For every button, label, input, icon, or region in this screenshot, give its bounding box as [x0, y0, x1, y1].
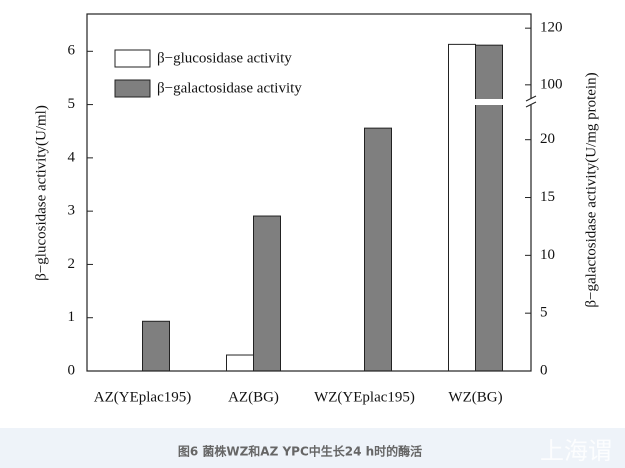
bar — [226, 354, 254, 372]
axis-break — [526, 99, 536, 105]
break-band — [474, 99, 504, 105]
bar — [364, 127, 392, 372]
y-tick-label: 3 — [68, 203, 76, 219]
y2-tick-label: 120 — [540, 20, 563, 36]
bar — [448, 43, 476, 372]
y-axis-title: β−glucosidase activity(U/ml) — [33, 105, 49, 281]
caption: 图6 菌株WZ和AZ YPC中生长24 h时的酶活 — [178, 444, 422, 459]
break-mark — [525, 95, 537, 102]
caption-band — [0, 428, 625, 468]
y-tick-label: 1 — [68, 309, 76, 325]
y2-tick-label: 20 — [540, 131, 555, 147]
bar — [142, 320, 170, 372]
plot-frame — [86, 13, 532, 372]
x-tick-label: AZ(BG) — [228, 389, 279, 405]
legend-swatch — [114, 49, 151, 68]
legend-label: β−glucosidase activity — [157, 50, 292, 66]
watermark: 上海谓 — [540, 437, 612, 465]
y-tick-label: 2 — [68, 256, 76, 272]
y2-tick-label: 15 — [540, 189, 555, 205]
x-tick-label: AZ(YEplac195) — [94, 389, 191, 405]
legend-label: β−galactosidase activity — [157, 80, 302, 96]
x-tick-label: WZ(YEplac195) — [314, 389, 415, 405]
legend-swatch — [114, 79, 151, 98]
y2-tick-label: 100 — [540, 76, 563, 92]
bar — [475, 44, 503, 372]
y2-axis-title: β−galactosidase activity(U/mg protein) — [583, 72, 599, 307]
y-tick-label: 4 — [68, 149, 76, 165]
y2-tick-label: 0 — [540, 362, 548, 378]
y2-tick-label: 10 — [540, 247, 555, 263]
break-mark — [525, 101, 537, 108]
y-tick-label: 6 — [68, 43, 76, 59]
x-tick-label: WZ(BG) — [448, 389, 502, 405]
y-tick-label: 0 — [68, 362, 76, 378]
y2-tick-label: 5 — [540, 305, 548, 321]
y-tick-label: 5 — [68, 96, 76, 112]
bar — [253, 215, 281, 372]
